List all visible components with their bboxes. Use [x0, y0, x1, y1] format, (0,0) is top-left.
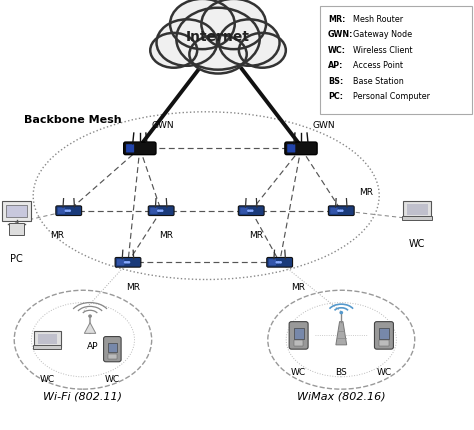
Text: GWN:: GWN: [328, 31, 354, 39]
FancyBboxPatch shape [34, 331, 61, 347]
FancyBboxPatch shape [126, 144, 134, 153]
Text: MR: MR [126, 283, 140, 292]
Circle shape [251, 209, 254, 212]
Text: MR: MR [50, 231, 64, 240]
FancyBboxPatch shape [287, 144, 295, 153]
FancyBboxPatch shape [117, 259, 124, 265]
Circle shape [124, 261, 127, 264]
Ellipse shape [150, 33, 197, 68]
Text: WC: WC [291, 368, 306, 377]
Circle shape [66, 209, 69, 212]
Text: Wireless Client: Wireless Client [353, 46, 412, 55]
Text: WC: WC [409, 239, 425, 249]
FancyBboxPatch shape [374, 322, 393, 349]
Circle shape [157, 209, 160, 212]
Text: Personal Computer: Personal Computer [353, 92, 429, 101]
Circle shape [161, 209, 164, 212]
FancyBboxPatch shape [150, 208, 157, 214]
FancyBboxPatch shape [407, 204, 428, 215]
Text: AP:: AP: [328, 61, 343, 70]
Circle shape [279, 261, 282, 264]
Ellipse shape [219, 19, 280, 66]
FancyBboxPatch shape [293, 328, 304, 339]
Circle shape [341, 209, 344, 212]
FancyBboxPatch shape [6, 205, 27, 217]
Text: Base Station: Base Station [353, 77, 403, 86]
FancyBboxPatch shape [2, 201, 31, 221]
FancyBboxPatch shape [328, 206, 354, 215]
Text: Mesh Router: Mesh Router [353, 15, 403, 24]
FancyBboxPatch shape [103, 337, 121, 362]
FancyBboxPatch shape [267, 258, 292, 267]
FancyBboxPatch shape [58, 208, 65, 214]
Ellipse shape [156, 19, 217, 66]
FancyBboxPatch shape [330, 208, 337, 214]
FancyBboxPatch shape [148, 206, 174, 215]
Circle shape [249, 209, 252, 212]
Circle shape [339, 209, 342, 212]
Ellipse shape [170, 0, 235, 49]
FancyBboxPatch shape [320, 6, 472, 114]
FancyBboxPatch shape [115, 258, 141, 267]
FancyBboxPatch shape [289, 322, 308, 349]
Circle shape [277, 261, 280, 264]
FancyBboxPatch shape [108, 343, 117, 352]
Text: WC: WC [105, 375, 120, 384]
FancyBboxPatch shape [269, 259, 276, 265]
FancyBboxPatch shape [403, 201, 431, 218]
FancyBboxPatch shape [402, 216, 432, 220]
Circle shape [68, 209, 71, 212]
FancyBboxPatch shape [108, 353, 117, 359]
Circle shape [88, 314, 92, 318]
Text: WC:: WC: [328, 46, 346, 55]
Text: MR: MR [292, 283, 306, 292]
FancyBboxPatch shape [56, 206, 82, 215]
Circle shape [64, 209, 67, 212]
Text: WiMax (802.16): WiMax (802.16) [297, 391, 385, 401]
Circle shape [275, 261, 278, 264]
Text: MR:: MR: [328, 15, 346, 24]
FancyBboxPatch shape [34, 345, 61, 349]
Circle shape [126, 261, 128, 264]
FancyBboxPatch shape [294, 340, 303, 346]
Ellipse shape [239, 33, 286, 68]
Ellipse shape [201, 0, 266, 49]
Text: BS:: BS: [328, 77, 343, 86]
Text: WC: WC [376, 368, 392, 377]
Text: BS: BS [336, 368, 347, 377]
Circle shape [159, 209, 162, 212]
Circle shape [337, 209, 340, 212]
Text: MR: MR [159, 231, 173, 240]
FancyBboxPatch shape [124, 142, 156, 155]
FancyBboxPatch shape [240, 208, 247, 214]
Circle shape [339, 311, 343, 314]
Text: MR: MR [249, 231, 263, 240]
FancyBboxPatch shape [379, 340, 389, 346]
FancyBboxPatch shape [238, 206, 264, 215]
Circle shape [128, 261, 130, 264]
Text: AP: AP [87, 342, 98, 351]
Text: GWN: GWN [152, 121, 174, 130]
Polygon shape [336, 322, 346, 345]
FancyBboxPatch shape [285, 142, 317, 155]
Ellipse shape [176, 8, 260, 70]
FancyBboxPatch shape [37, 334, 57, 344]
Text: Gateway Node: Gateway Node [353, 31, 412, 39]
Text: PC:: PC: [328, 92, 343, 101]
Text: Access Point: Access Point [353, 61, 402, 70]
FancyBboxPatch shape [379, 328, 389, 339]
Polygon shape [84, 322, 96, 333]
Text: PC: PC [10, 254, 23, 264]
FancyBboxPatch shape [9, 223, 24, 235]
Circle shape [247, 209, 250, 212]
Text: GWN: GWN [313, 121, 336, 130]
Text: WC: WC [40, 375, 55, 384]
Text: Wi-Fi (802.11): Wi-Fi (802.11) [44, 391, 122, 401]
Ellipse shape [190, 35, 246, 74]
Text: MR: MR [359, 188, 374, 197]
Text: Internet: Internet [186, 30, 250, 43]
Text: Backbone Mesh: Backbone Mesh [24, 115, 121, 126]
